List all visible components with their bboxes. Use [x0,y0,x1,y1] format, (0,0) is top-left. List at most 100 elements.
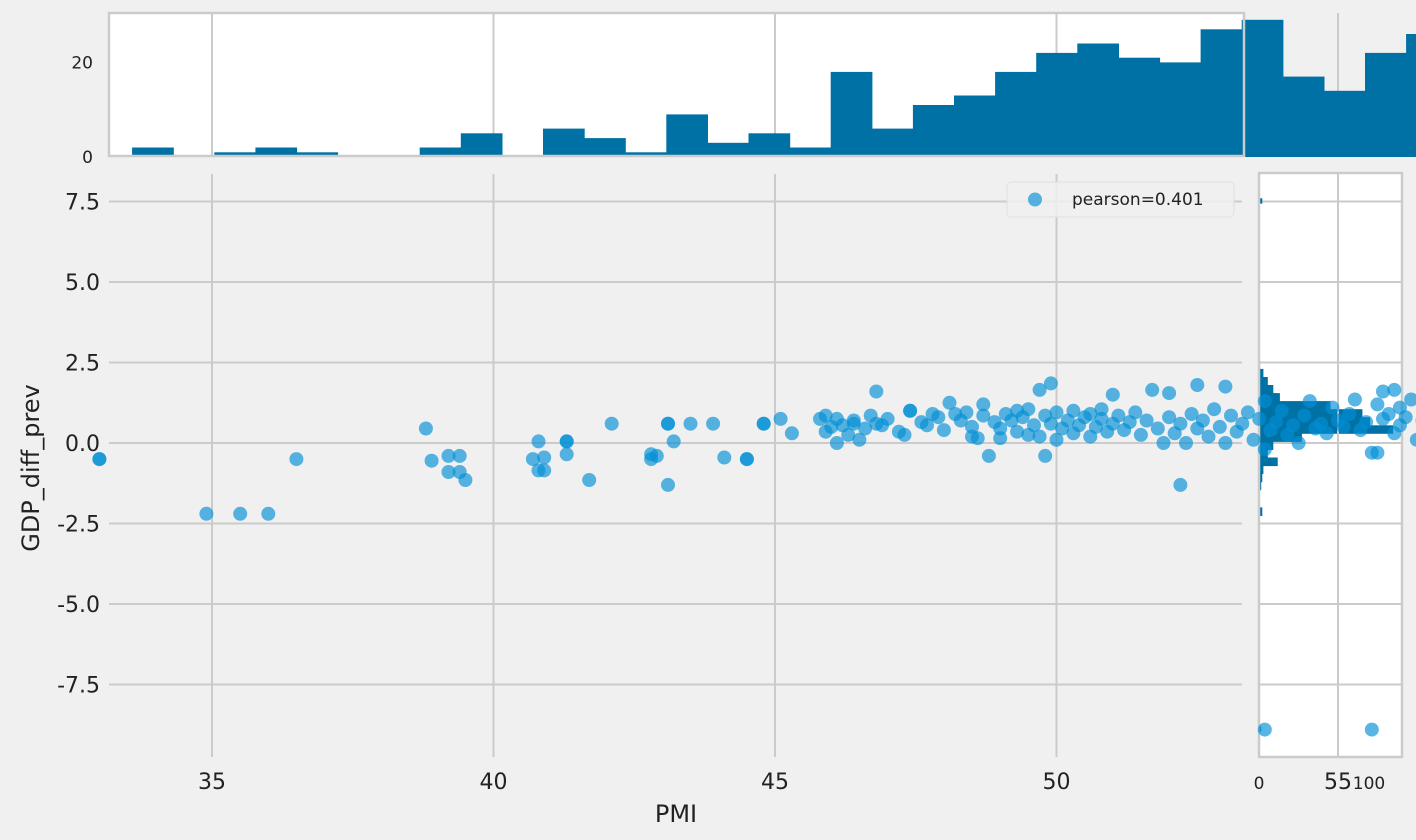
scatter-point [683,416,698,431]
scatter-point [1049,432,1064,447]
scatter-point [976,397,991,412]
right-histogram-background [1259,173,1402,757]
scatter-point [1387,382,1402,397]
scatter-y-tick-label: -5.0 [57,593,100,618]
scatter-point [1257,442,1272,457]
scatter-point [537,450,552,465]
right-histogram-bar [1259,457,1278,467]
scatter-point [1269,415,1284,430]
top-histogram-bar [296,152,339,157]
scatter-point [1409,432,1416,447]
scatter-x-tick-label: 55 [1324,770,1352,795]
top-histogram-y-tick-label: 0 [82,148,93,168]
scatter-y-tick-label: 0.0 [65,432,100,457]
right-histogram-grid [1259,200,1402,686]
top-histogram-bar [912,105,955,157]
scatter-point [233,506,248,521]
scatter-point [199,506,214,521]
legend: pearson=0.401 [1006,181,1235,218]
scatter-point [537,463,552,478]
top-histogram-bar [1365,52,1407,157]
scatter-point [1364,722,1379,737]
scatter-point [976,408,991,423]
scatter-point [1032,382,1047,397]
scatter-panel: 3540455055606570 7.55.02.50.0-2.5-5.0-7.… [17,174,1416,828]
scatter-point [1038,448,1053,463]
top-histogram-bar [666,114,708,157]
scatter-point [1224,408,1238,423]
scatter-point [818,408,833,423]
scatter-point [1162,386,1177,401]
scatter-y-tick-label: -2.5 [57,513,100,538]
scatter-point [936,423,951,438]
top-histogram-bar [871,128,914,157]
scatter-points [92,376,1416,737]
scatter-point [1083,407,1098,421]
scatter-point [92,452,107,467]
top-histogram-bar [1159,62,1202,157]
scatter-point [1032,429,1047,444]
scatter-point [1027,418,1041,433]
scatter-point [942,395,957,410]
legend-marker [1028,192,1042,207]
scatter-point [1212,419,1227,434]
scatter-point [1021,402,1036,417]
top-histogram-bar [954,95,996,157]
scatter-point [1370,397,1385,412]
right-histogram-x-tick-label: 0 [1254,774,1265,794]
scatter-point [970,431,985,446]
scatter-point [897,427,912,442]
scatter-point [1404,392,1416,407]
right-histogram-bar [1259,507,1263,516]
top-histogram-bar [748,133,791,157]
scatter-point [1150,421,1165,436]
top-histogram-y-tick-label: 20 [71,53,93,73]
scatter-x-tick-label: 45 [761,770,789,795]
scatter-y-tick-label: 2.5 [65,352,100,377]
scatter-point [582,473,597,487]
scatter-point [1195,413,1210,428]
scatter-point [1319,426,1334,441]
scatter-point [604,416,619,431]
scatter-x-tick-label: 50 [1043,770,1071,795]
scatter-point [1049,405,1064,420]
top-histogram-bar [707,142,750,157]
scatter-point [424,453,439,468]
right-histogram-bar [1259,465,1264,474]
top-histogram-bar [419,147,462,157]
top-histogram-bar [132,147,174,157]
scatter-point [1139,413,1154,428]
scatter-point [1274,403,1289,418]
y-axis-label: GDP_diff_prev [17,384,45,552]
scatter-point [717,450,732,465]
scatter-point [661,416,675,431]
scatter-point [739,452,754,467]
scatter-point [1094,411,1109,426]
scatter-y-tick-label: 5.0 [65,271,100,296]
scatter-point [1207,402,1222,417]
scatter-point [1218,379,1233,394]
scatter-point [1297,408,1312,423]
right-histogram-bar [1259,433,1302,442]
scatter-point [1376,384,1390,399]
scatter-point [289,452,304,467]
scatter-point [1257,394,1272,409]
top-histogram-bar [1406,34,1416,157]
top-histogram-bar [789,147,832,157]
scatter-point [441,465,456,479]
scatter-point [1010,424,1025,439]
scatter-point [559,434,574,449]
scatter-point [418,421,433,436]
scatter-point [1105,387,1120,402]
top-histogram-bar [1036,52,1078,157]
right-histogram-bar [1259,368,1264,378]
scatter-point [1162,410,1177,425]
scatter-point [706,416,721,431]
scatter-point [1286,418,1300,433]
scatter-point [525,452,540,467]
scatter-point [1235,416,1250,431]
top-histogram-bar [543,128,585,157]
scatter-y-tick-label: 7.5 [65,191,100,216]
scatter-point [852,432,867,447]
